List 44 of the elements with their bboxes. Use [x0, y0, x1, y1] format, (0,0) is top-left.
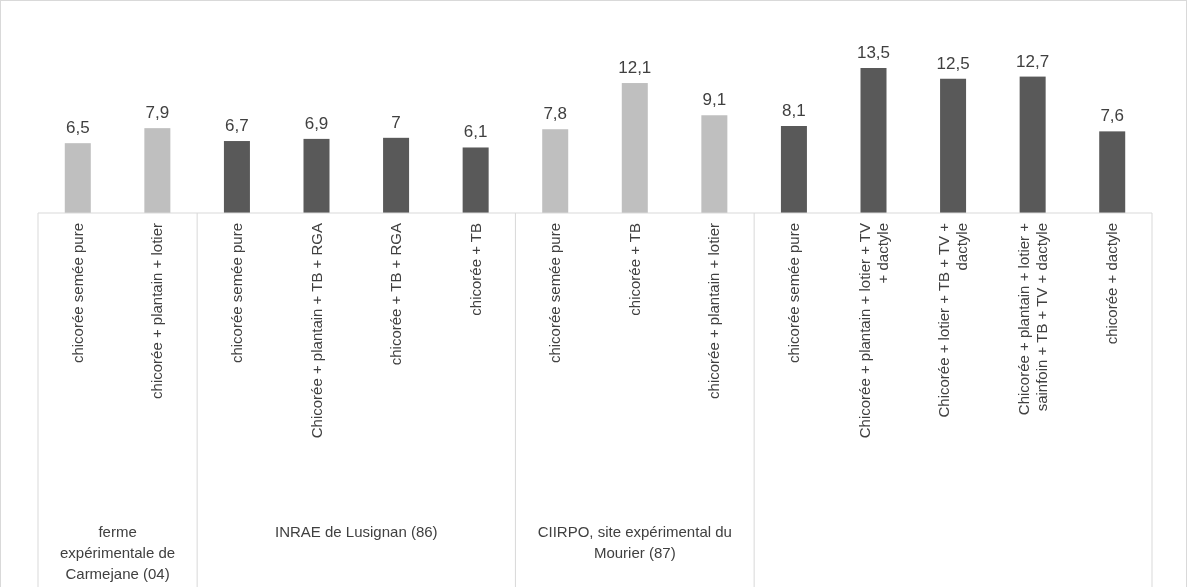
bar: [621, 83, 648, 213]
bar: [303, 138, 330, 213]
x-tick-label: Chicorée + plantain + lotier + TV + dactyle: [855, 223, 891, 439]
x-tick-label: chicorée + plantain + lotier: [148, 223, 166, 399]
x-tick-label: Chicorée + lotier + TB + TV + dactyle: [935, 222, 971, 418]
data-label: 6,5: [65, 118, 90, 138]
x-tick-label: chicorée + TB: [625, 223, 643, 316]
data-label: 8,1: [782, 101, 806, 120]
x-tick-label: Chicorée + plantain + TB + RGA: [307, 223, 325, 439]
x-tick-label: chicorée semée pure: [68, 223, 86, 364]
text: ferme expérimentale de Carmejane (04): [60, 523, 176, 582]
text: INRAE de Lusignan (86): [274, 523, 438, 540]
bar: [542, 129, 569, 213]
bar: [780, 126, 807, 213]
bar: [860, 68, 887, 213]
data-label: 7: [391, 112, 401, 132]
data-label: 12,7: [1016, 51, 1050, 71]
bar: [383, 137, 410, 213]
data-label: 7,9: [145, 103, 170, 123]
data-label: 9,1: [702, 90, 727, 110]
data-label: 6,1: [463, 122, 488, 142]
bar: [462, 147, 489, 213]
data-label: 6,7: [225, 116, 249, 136]
bar: [1099, 131, 1126, 213]
data-label: 12,1: [618, 58, 652, 78]
x-tick-label: chicorée + TB + RGA: [387, 223, 405, 366]
x-tick-label: chicorée semée pure: [227, 223, 245, 364]
bar: [1019, 76, 1046, 213]
data-label: 13,5: [856, 43, 891, 62]
x-tick-label: chicorée + TB: [466, 223, 484, 316]
x-tick-label: chicorée + plantain + lotier: [705, 223, 723, 399]
bar: [223, 141, 250, 213]
data-label: 6,9: [304, 113, 329, 133]
x-tick-label: chicorée semée pure: [546, 223, 564, 364]
text: CIIRPO, site expérimental du Mourier (87): [537, 523, 732, 561]
bar: [144, 128, 171, 213]
bar: [64, 143, 91, 213]
x-tick-label: chicorée + dactyle: [1103, 223, 1121, 345]
data-label: 12,5: [936, 53, 970, 73]
data-label: 7,8: [543, 104, 568, 124]
bar: [940, 78, 967, 213]
x-tick-label: chicorée semée pure: [784, 223, 802, 364]
bar: [701, 115, 728, 213]
data-label: 7,6: [1100, 106, 1125, 126]
